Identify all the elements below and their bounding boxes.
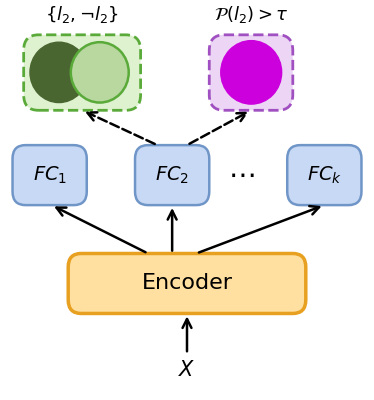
Text: $\cdots$: $\cdots$ [227, 161, 254, 189]
FancyBboxPatch shape [68, 254, 306, 314]
Text: Encoder: Encoder [141, 274, 233, 294]
Circle shape [71, 42, 129, 102]
FancyBboxPatch shape [209, 35, 293, 110]
FancyBboxPatch shape [12, 145, 87, 205]
Circle shape [30, 42, 88, 102]
Text: $\mathcal{P}(l_2) > \tau$: $\mathcal{P}(l_2) > \tau$ [214, 4, 288, 25]
Text: $X$: $X$ [178, 360, 196, 380]
Circle shape [221, 41, 282, 104]
Text: $\{l_2, \neg l_2\}$: $\{l_2, \neg l_2\}$ [45, 4, 119, 25]
FancyBboxPatch shape [287, 145, 362, 205]
Text: $FC_1$: $FC_1$ [33, 164, 67, 186]
Text: $FC_2$: $FC_2$ [155, 164, 189, 186]
Text: $FC_k$: $FC_k$ [307, 164, 342, 186]
FancyBboxPatch shape [24, 35, 141, 110]
FancyBboxPatch shape [135, 145, 209, 205]
